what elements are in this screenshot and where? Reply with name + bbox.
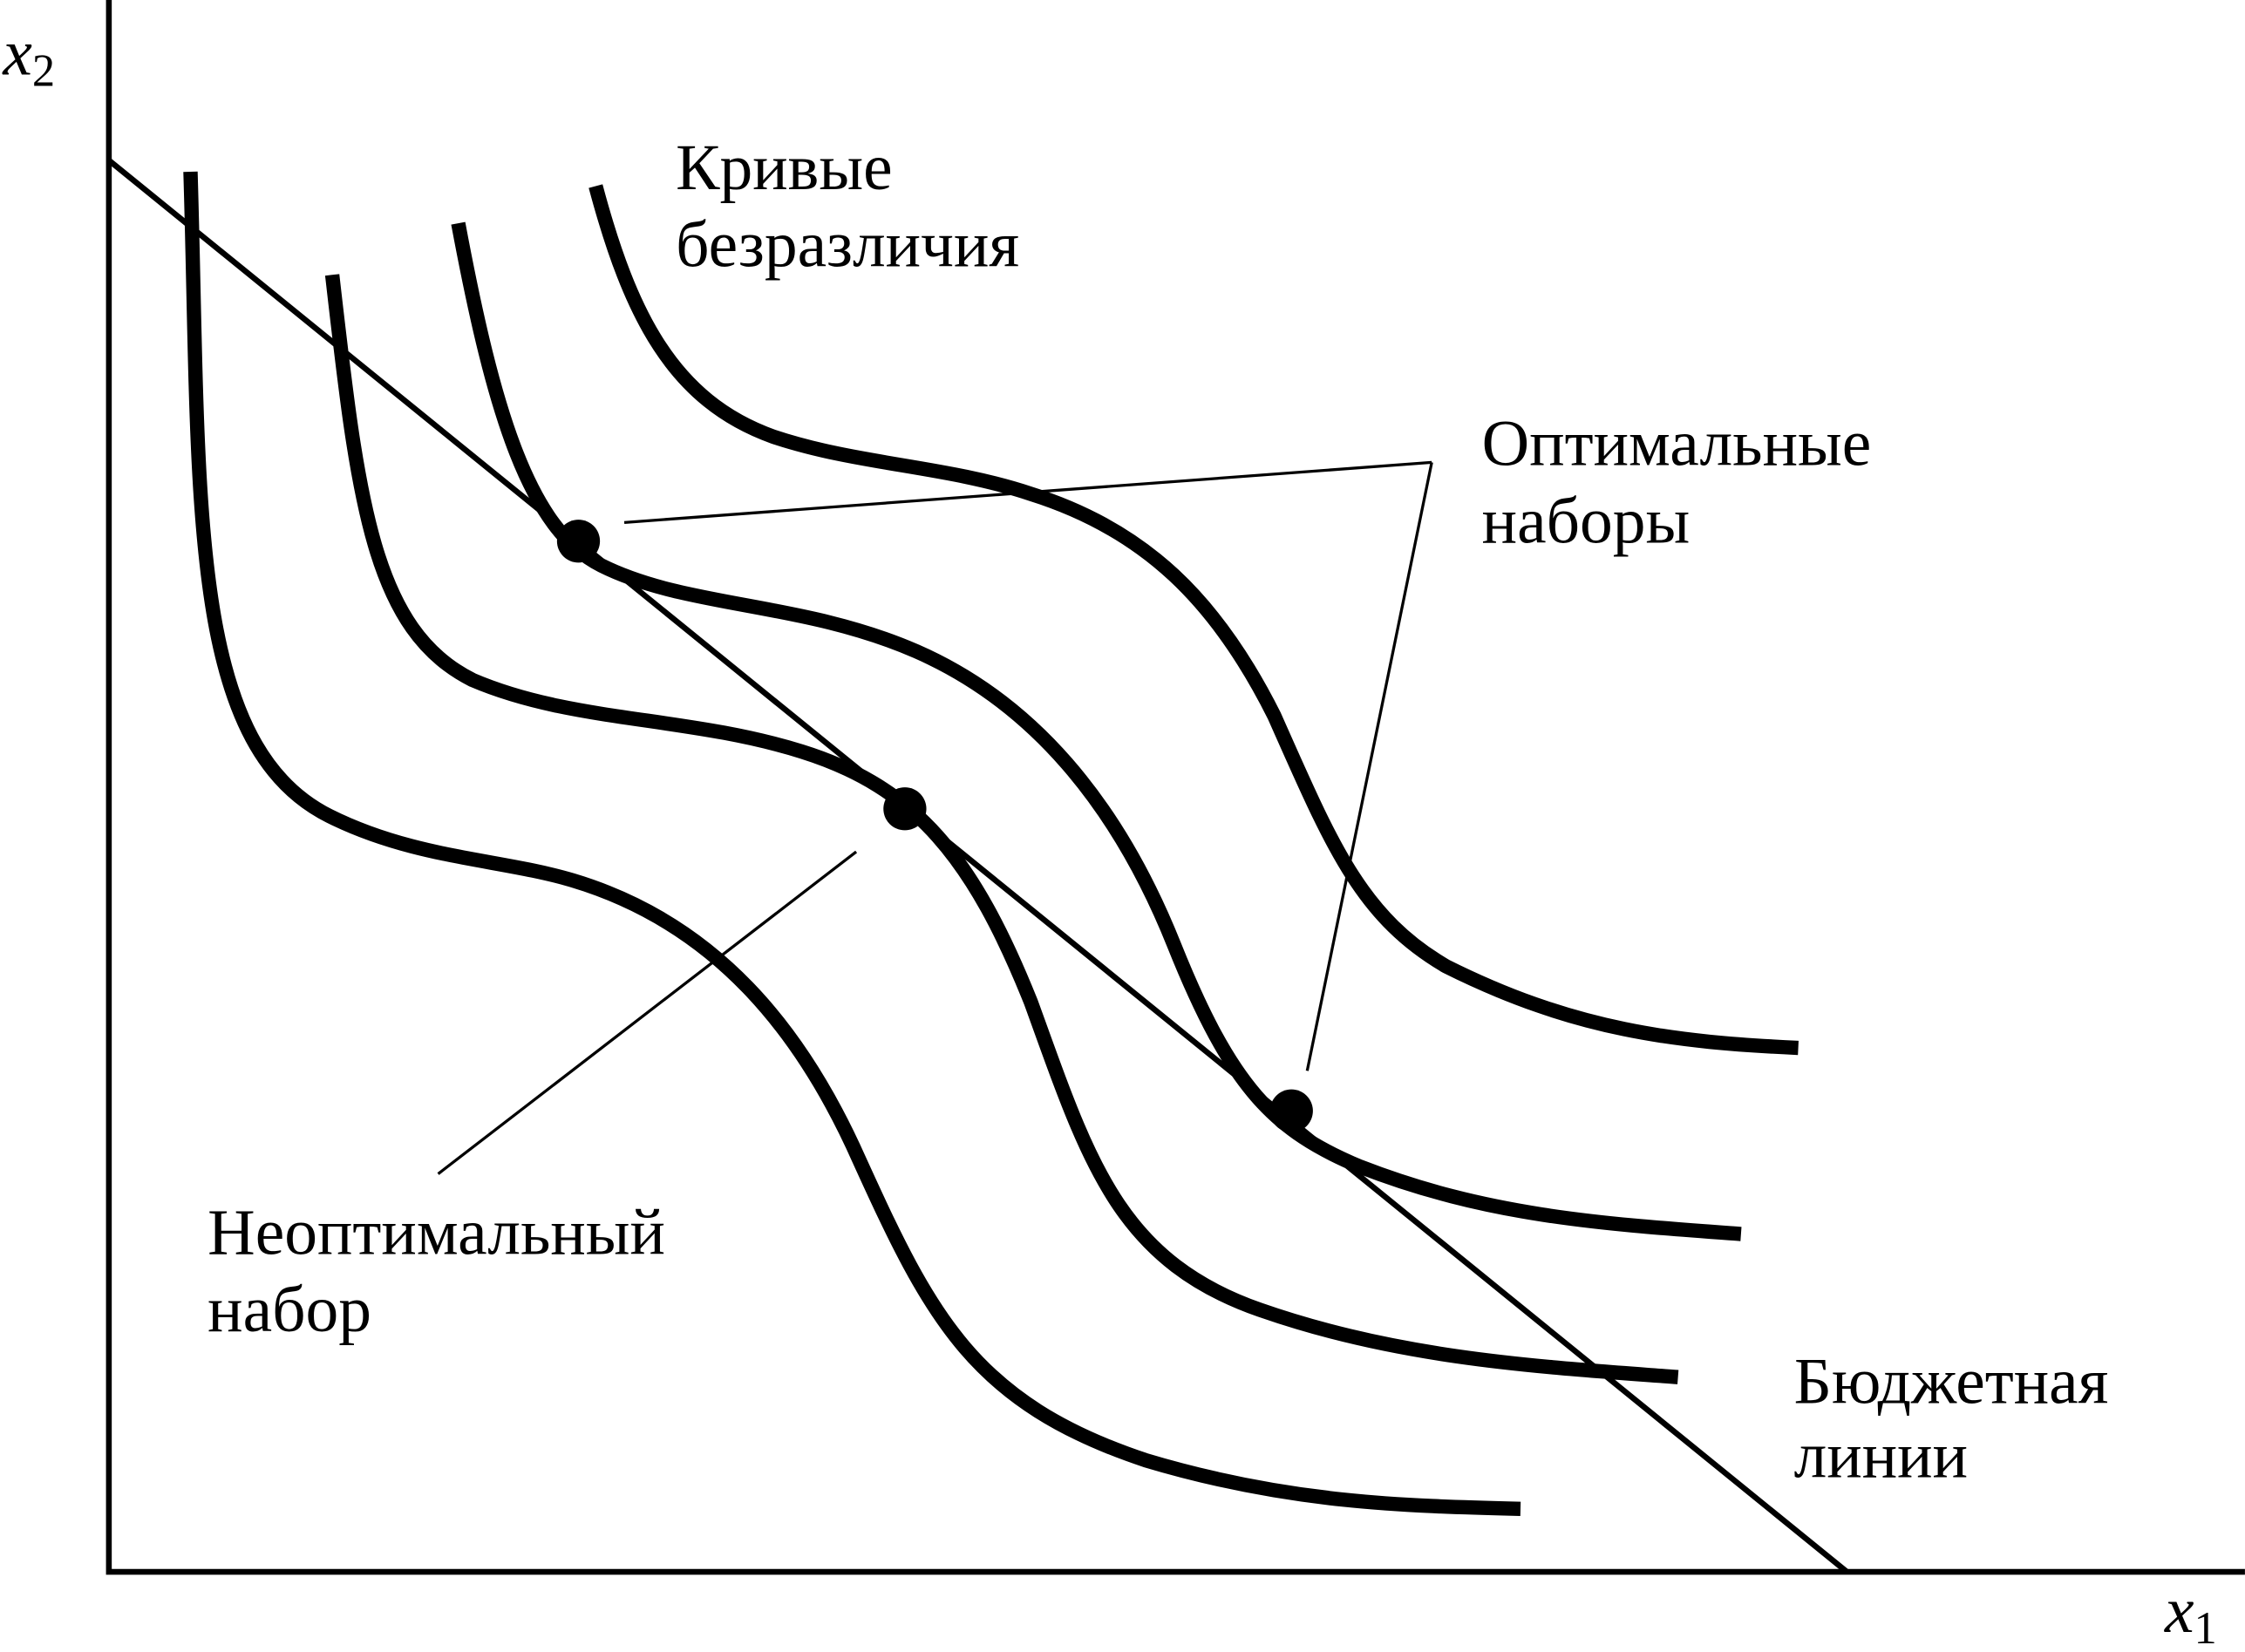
bundle-point (1269, 1089, 1313, 1132)
pointer-line (1305, 462, 1433, 1071)
axis-sub: 2 (32, 46, 55, 97)
bundle-point (883, 787, 927, 831)
axis-var: x (2164, 1574, 2194, 1647)
y-axis-label: x2 (2, 17, 55, 96)
x-axis-label: x1 (2164, 1574, 2217, 1652)
bundle-point (556, 520, 601, 563)
label: набор (207, 1274, 371, 1346)
pointer-line (437, 850, 858, 1175)
axes (105, 0, 2245, 1575)
indifference-curve (324, 274, 1679, 1384)
pointer-line (623, 460, 1432, 525)
axis-var: x (2, 17, 32, 89)
axis-sub: 1 (2194, 1603, 2216, 1652)
label: Оптимальные (1482, 408, 1872, 480)
budget-line (106, 158, 1849, 1574)
indifference-curve (588, 184, 1799, 1056)
label: безразличия (676, 208, 1019, 281)
indifference-curve (451, 221, 1742, 1241)
label: Неоптимальный (207, 1196, 665, 1268)
label: линии (1794, 1420, 1968, 1492)
label: Бюджетная (1794, 1345, 2109, 1417)
indifference-curve (183, 171, 1521, 1516)
label: Кривые (676, 132, 892, 204)
label: наборы (1482, 485, 1691, 557)
